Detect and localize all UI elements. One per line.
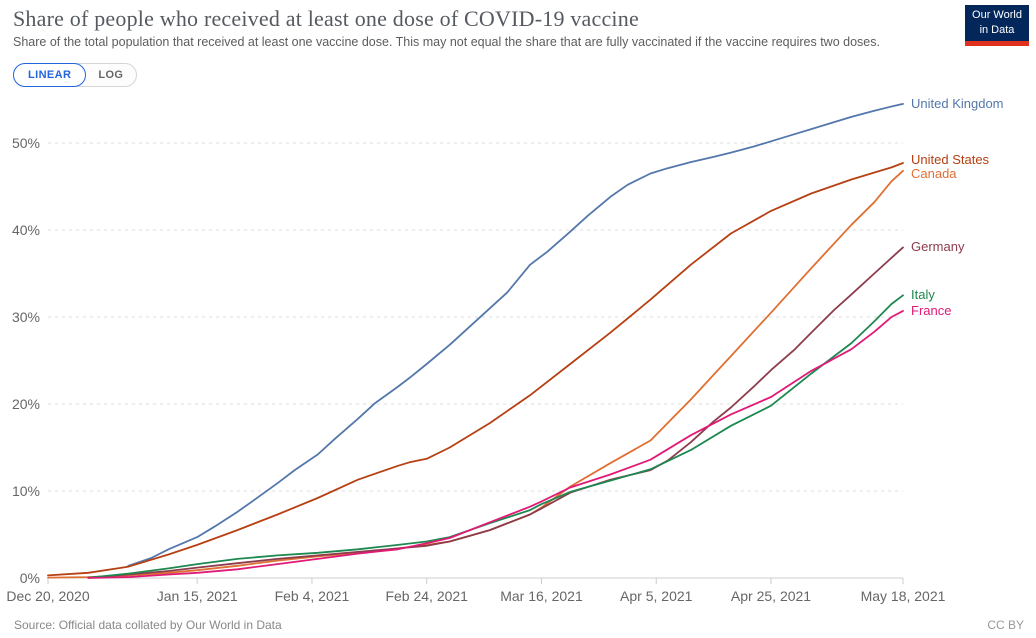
- y-axis-tick-label: 10%: [11, 483, 40, 499]
- series-line-united-states: [47, 162, 904, 577]
- series-label-germany[interactable]: Germany: [911, 239, 965, 255]
- x-axis-tick-label: Apr 25, 2021: [730, 588, 812, 604]
- x-axis-tick-label: Mar 16, 2021: [500, 588, 583, 604]
- x-axis-tick-label: Jan 15, 2021: [156, 588, 238, 604]
- license-label[interactable]: CC BY: [987, 618, 1024, 632]
- x-axis-tick-label: Feb 24, 2021: [385, 588, 468, 604]
- y-axis-tick-label: 20%: [11, 396, 40, 412]
- y-axis-tick-label: 50%: [11, 135, 40, 151]
- x-axis-tick-label: Apr 5, 2021: [620, 588, 693, 604]
- y-axis-tick-label: 30%: [11, 309, 40, 325]
- series-label-united-kingdom[interactable]: United Kingdom: [911, 95, 1004, 111]
- y-axis-tick-label: 0%: [19, 570, 40, 586]
- linear-scale-button[interactable]: LINEAR: [13, 63, 87, 87]
- series-label-italy[interactable]: Italy: [911, 287, 935, 303]
- scale-toggle: LINEAR LOG: [13, 63, 138, 87]
- series-label-canada[interactable]: Canada: [911, 165, 957, 181]
- series-label-france[interactable]: France: [911, 302, 952, 318]
- series-line-united-kingdom: [127, 103, 904, 567]
- owid-logo-line1: Our World: [972, 9, 1022, 21]
- x-axis-tick-label: Feb 4, 2021: [274, 588, 350, 604]
- series-label-united-states[interactable]: United States: [911, 151, 990, 167]
- series-line-canada: [47, 169, 904, 579]
- series-line-france: [87, 309, 904, 579]
- series-line-italy: [87, 294, 904, 579]
- chart-subtitle: Share of the total population that recei…: [13, 35, 880, 49]
- x-axis-tick-label: Dec 20, 2020: [6, 588, 90, 604]
- log-scale-button[interactable]: LOG: [85, 64, 136, 86]
- x-axis-tick-label: May 18, 2021: [860, 588, 946, 604]
- owid-logo-line2: in Data: [979, 24, 1015, 36]
- source-note: Source: Official data collated by Our Wo…: [14, 618, 282, 632]
- y-axis-tick-label: 40%: [11, 222, 40, 238]
- owid-logo[interactable]: Our World in Data: [965, 5, 1029, 46]
- page-title: Share of people who received at least on…: [13, 6, 639, 31]
